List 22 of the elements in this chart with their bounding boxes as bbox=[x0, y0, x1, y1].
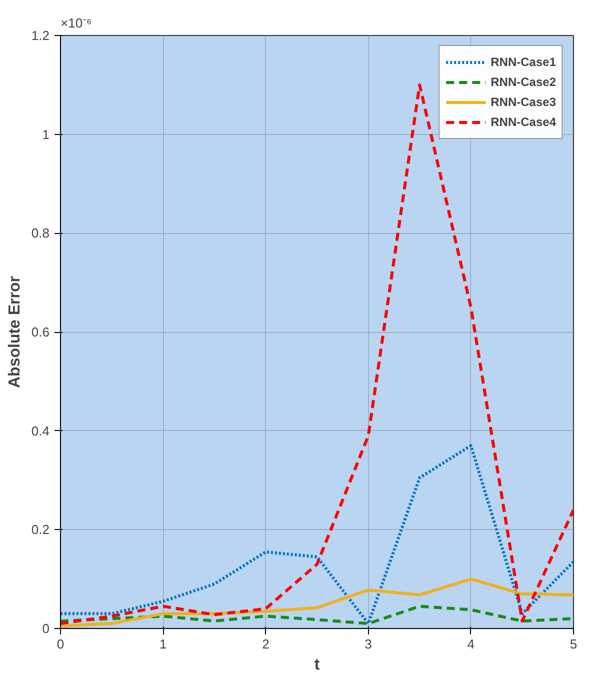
legend-label: RNN-Case4 bbox=[490, 115, 556, 129]
y-tick-label: 1.2 bbox=[31, 28, 50, 43]
x-tick-label: 4 bbox=[467, 636, 475, 652]
y-tick-label: 1 bbox=[42, 126, 50, 142]
x-axis-title: t bbox=[314, 656, 320, 674]
x-tick-label: 0 bbox=[56, 636, 64, 652]
y-tick-label: 0.4 bbox=[31, 423, 50, 438]
y-tick-label: 0.2 bbox=[31, 522, 50, 538]
x-tick-label: 1 bbox=[159, 636, 167, 652]
line-series bbox=[60, 604, 574, 626]
text: ×10⁻⁶ bbox=[60, 16, 92, 30]
x-tick-label: 5 bbox=[570, 636, 578, 652]
y-tick-label: 0 bbox=[42, 621, 50, 636]
legend-label: RNN-Case2 bbox=[490, 75, 556, 89]
y-axis-title: Absolute Error bbox=[6, 276, 24, 388]
legend-label: RNN-Case3 bbox=[490, 95, 556, 109]
x-tick-label: 2 bbox=[262, 636, 270, 652]
line-series bbox=[60, 444, 574, 626]
x-tick-label: 3 bbox=[364, 636, 372, 652]
y-tick-label: 0.8 bbox=[31, 226, 50, 241]
y-tick-label: 0.6 bbox=[31, 324, 50, 340]
legend-label: RNN-Case1 bbox=[490, 55, 556, 69]
